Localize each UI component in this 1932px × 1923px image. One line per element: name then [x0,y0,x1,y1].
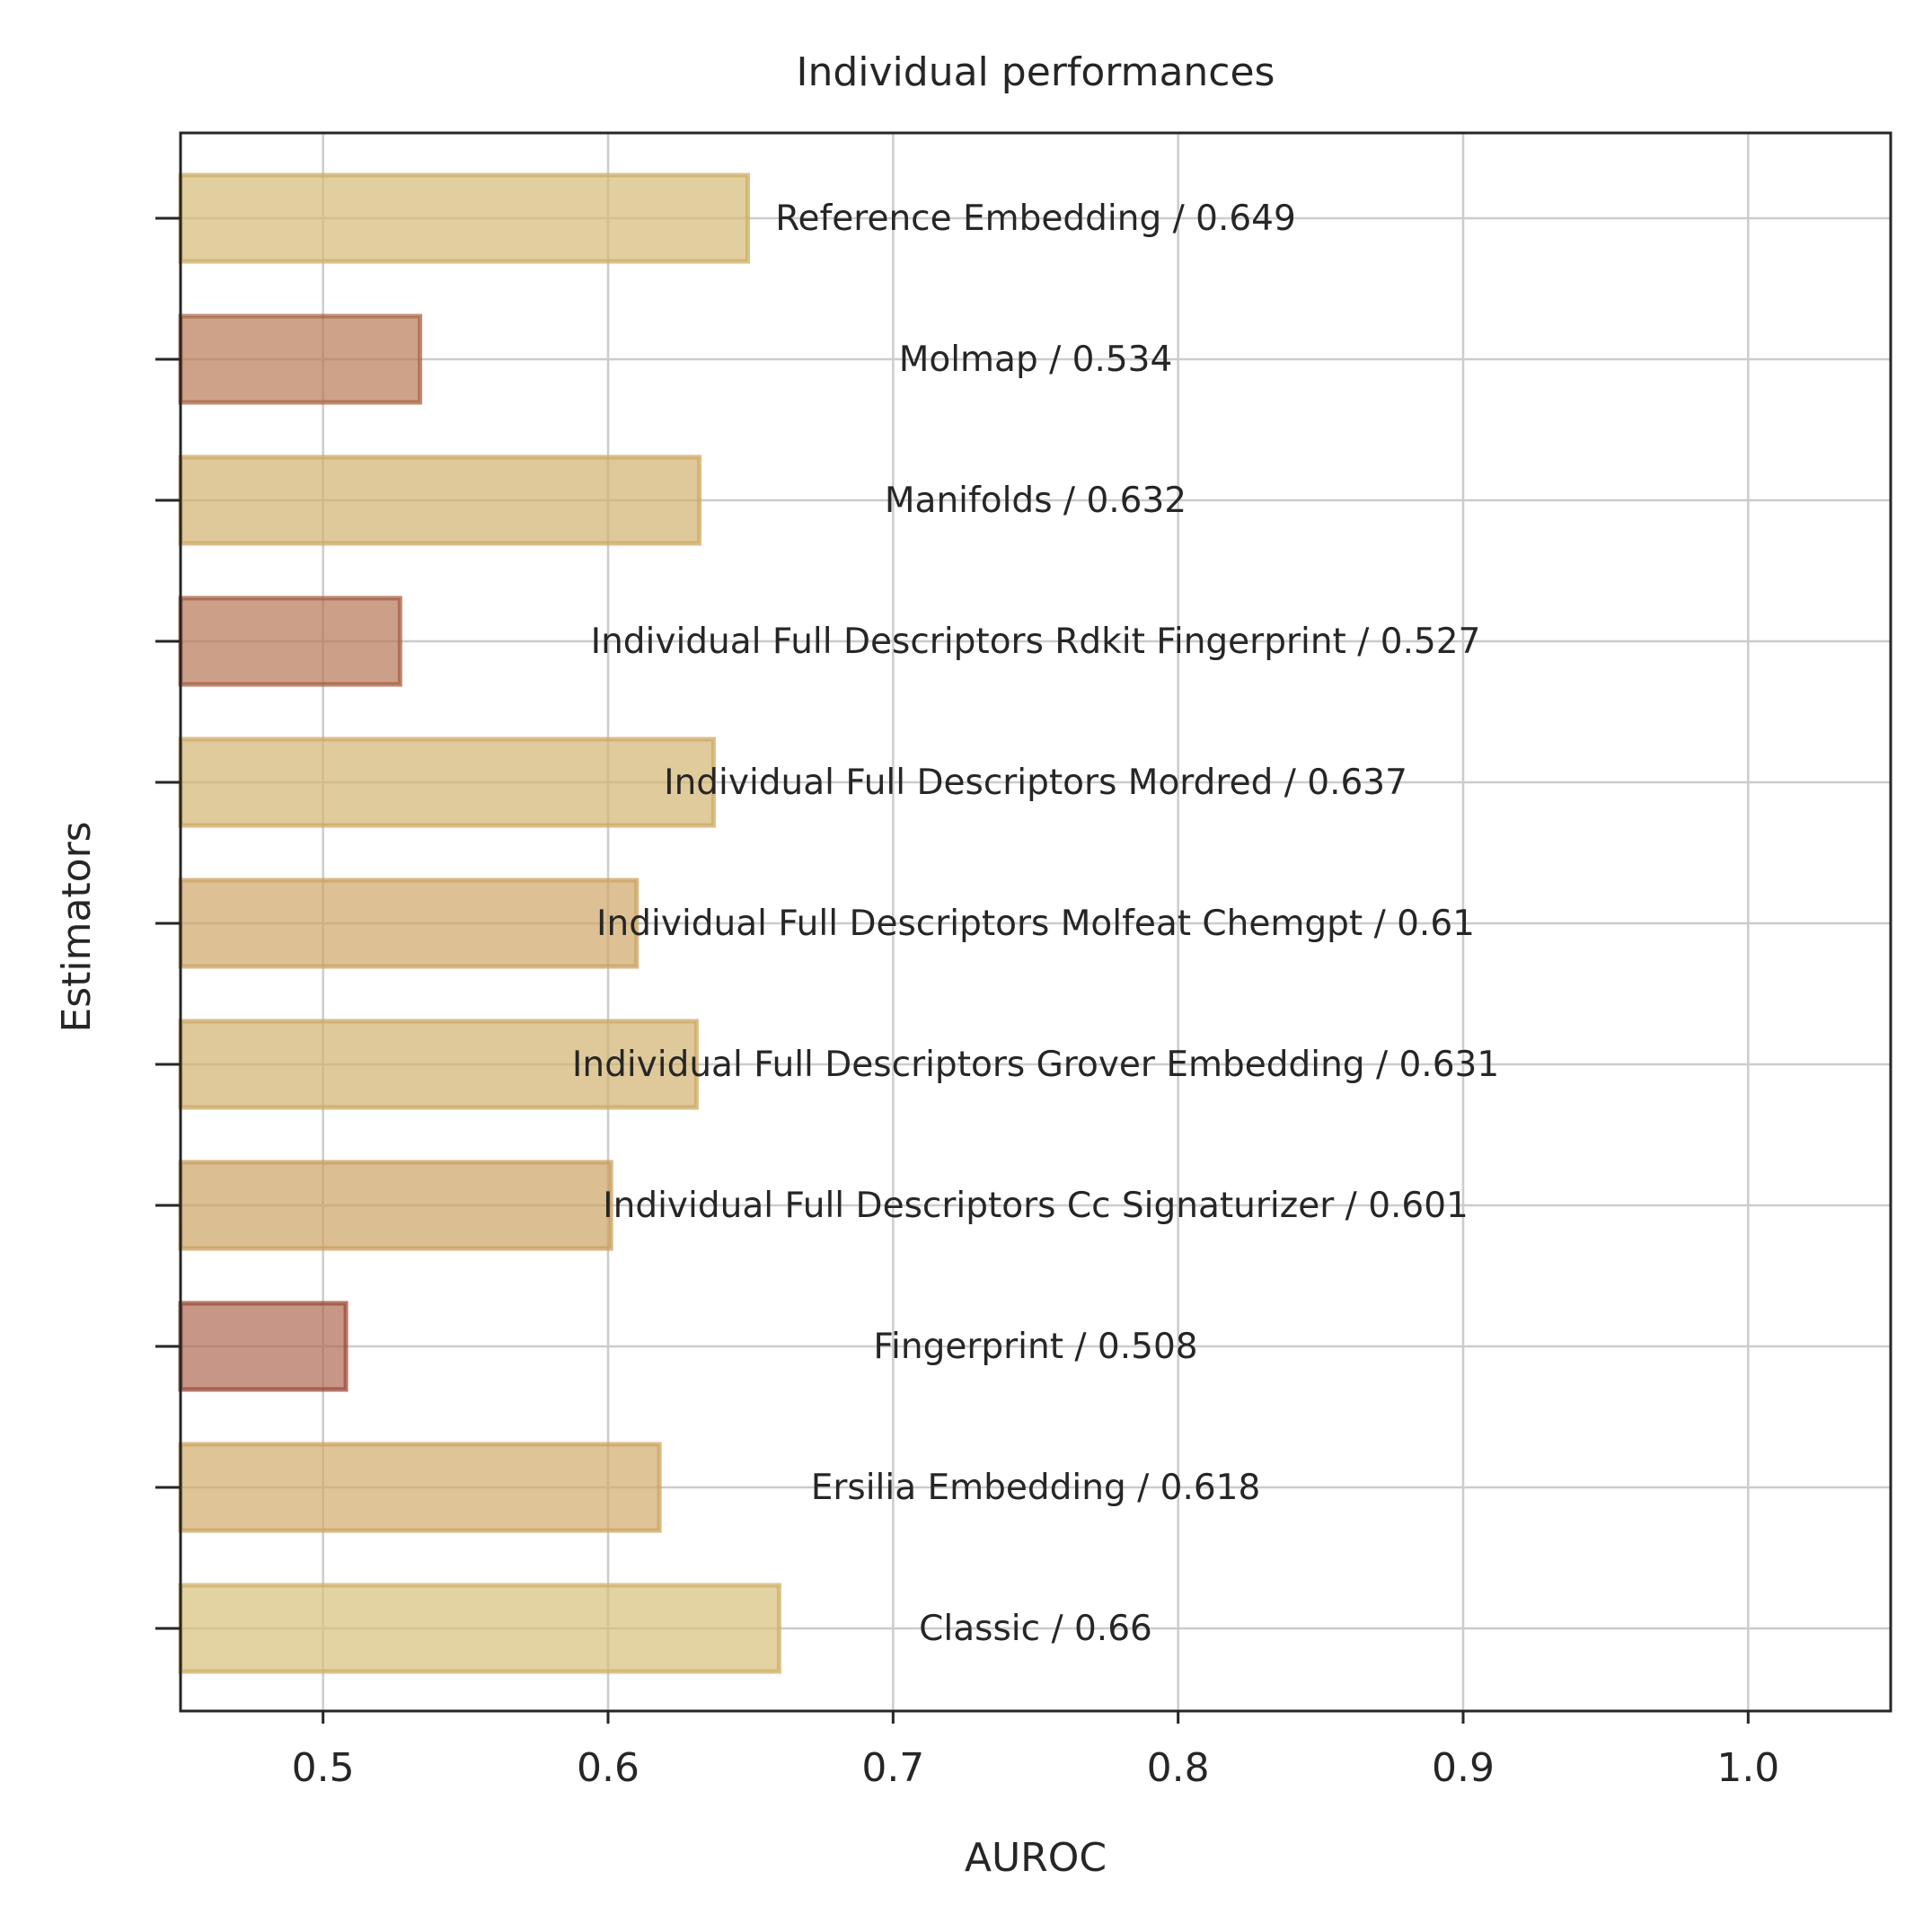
chart-title: Individual performances [797,49,1275,95]
bar-individual-full-descriptors-rdkit-fingerprint [178,595,402,687]
axis-ticks: 0.5 0.6 0.7 0.8 0.9 1.0 [155,216,1779,1791]
bar-label: Ersilia Embedding / 0.618 [811,1468,1261,1508]
bar-individual-full-descriptors-mordred [178,737,716,828]
bar-label: Fingerprint / 0.508 [873,1327,1197,1367]
bar-label: Individual Full Descriptors Rdkit Finger… [591,622,1481,662]
bar-label: Individual Full Descriptors Molfeat Chem… [596,904,1475,944]
bar-molmap [178,313,423,405]
x-tick-label: 1.0 [1716,1745,1779,1791]
bars [178,172,781,1674]
x-tick-label: 0.7 [861,1745,924,1791]
bar-label: Reference Embedding / 0.649 [775,198,1296,239]
bar-label: Molmap / 0.534 [899,340,1173,380]
x-tick-label: 0.5 [292,1745,355,1791]
x-axis-label: AUROC [965,1835,1107,1881]
bar-manifolds [178,454,702,546]
bar-individual-full-descriptors-molfeat-chemgpt [178,878,640,969]
bar-label: Individual Full Descriptors Grover Embed… [572,1045,1499,1085]
x-tick-label: 0.6 [577,1745,640,1791]
bar-labels: Reference Embedding / 0.649 Molmap / 0.53… [572,198,1499,1649]
bar-individual-full-descriptors-grover-embedding [178,1019,699,1110]
bar-label: Classic / 0.66 [919,1609,1152,1649]
bar-reference-embedding [178,172,750,264]
bar-ersilia-embedding [178,1442,662,1533]
bar-individual-full-descriptors-cc-signaturizer [178,1160,613,1251]
bar-label: Manifolds / 0.632 [885,481,1187,521]
x-tick-label: 0.9 [1432,1745,1495,1791]
bar-label: Individual Full Descriptors Mordred / 0.… [664,763,1407,803]
y-axis-label: Estimators [54,821,100,1032]
bar-fingerprint [178,1301,348,1392]
bar-classic [178,1583,781,1674]
bar-label: Individual Full Descriptors Cc Signaturi… [603,1186,1469,1226]
x-tick-label: 0.8 [1147,1745,1210,1791]
